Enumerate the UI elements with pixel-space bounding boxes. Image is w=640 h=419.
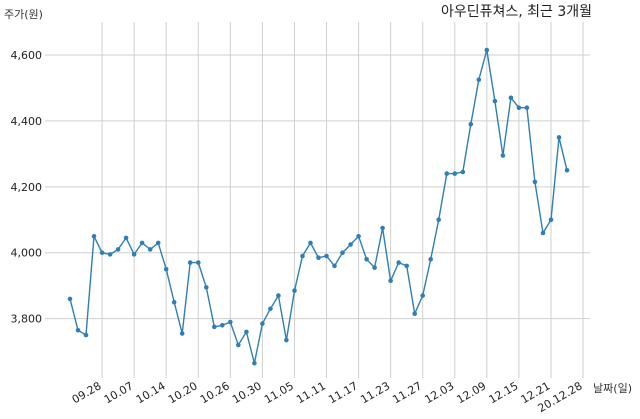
data-point (115, 247, 121, 252)
data-point (524, 105, 530, 110)
data-point (123, 235, 129, 241)
data-point (364, 257, 369, 262)
x-tick-label: 10.26 (198, 379, 232, 406)
data-point (484, 47, 490, 53)
grid (45, 22, 590, 378)
data-point (131, 252, 137, 257)
data-point (460, 169, 466, 175)
data-point (556, 135, 562, 140)
data-point (196, 260, 201, 265)
data-point (316, 255, 321, 260)
x-tick-label: 10.14 (134, 379, 168, 406)
data-point (436, 217, 442, 223)
data-point (564, 168, 570, 173)
data-point (468, 121, 474, 127)
price-points (67, 47, 570, 366)
data-point (548, 217, 554, 223)
data-point (107, 252, 113, 257)
data-point (404, 263, 410, 269)
x-tick-label: 12.15 (487, 379, 521, 406)
data-point (516, 105, 522, 110)
x-tick-label: 10.07 (102, 379, 136, 406)
y-tick-label: 4,000 (11, 247, 43, 260)
x-axis: 09.2810.0710.1410.2010.2610.3011.0511.11… (70, 379, 585, 415)
data-point (372, 265, 377, 270)
data-point (91, 234, 97, 239)
data-point (228, 319, 233, 325)
data-point (420, 293, 426, 298)
data-point (308, 240, 313, 246)
data-point (252, 360, 257, 366)
data-point (492, 98, 498, 104)
data-point (204, 285, 209, 290)
data-point (75, 327, 81, 333)
data-point (179, 331, 185, 336)
x-tick-label: 10.20 (166, 379, 200, 406)
data-point (244, 329, 249, 335)
data-point (284, 337, 289, 343)
data-point (452, 171, 458, 176)
y-tick-label: 4,200 (11, 181, 43, 194)
y-tick-label: 4,400 (11, 115, 43, 128)
data-point (444, 171, 450, 176)
x-tick-label: 12.03 (422, 379, 456, 406)
data-point (396, 260, 402, 265)
x-tick-label: 11.23 (358, 379, 392, 406)
x-tick-label: 11.05 (262, 379, 296, 406)
data-point (163, 266, 169, 272)
data-point (532, 179, 538, 185)
data-point (412, 311, 418, 317)
x-tick-label: 11.11 (294, 379, 328, 406)
data-point (292, 288, 297, 293)
data-point (300, 253, 305, 259)
x-tick-label: 11.17 (326, 379, 360, 406)
data-point (276, 293, 281, 298)
data-point (171, 299, 177, 305)
chart-title: 아우딘퓨쳐스, 최근 3개월 (441, 4, 592, 20)
data-point (388, 278, 393, 284)
data-point (220, 323, 225, 328)
price-line (69, 49, 568, 364)
data-point (236, 342, 241, 348)
x-tick-label: 10.30 (230, 379, 264, 406)
data-point (428, 257, 434, 262)
data-point (348, 242, 353, 247)
data-point (147, 247, 153, 252)
data-point (476, 77, 482, 82)
data-point (508, 95, 514, 101)
x-tick-label: 09.28 (70, 379, 104, 406)
data-point (332, 263, 337, 269)
data-point (83, 332, 89, 338)
data-point (324, 253, 329, 259)
data-point (540, 230, 546, 236)
data-point (212, 324, 217, 330)
data-point (155, 240, 161, 246)
y-tick-label: 3,800 (11, 313, 43, 326)
data-point (268, 306, 273, 312)
data-point (67, 296, 73, 302)
y-axis-title: 주가(원) (4, 8, 43, 21)
y-axis: 3,800 4,000 4,200 4,400 4,600 (11, 49, 43, 326)
data-point (356, 234, 361, 239)
data-point (99, 250, 105, 255)
y-tick-label: 4,600 (11, 49, 43, 62)
x-tick-label: 12.09 (455, 379, 489, 406)
data-point (187, 260, 193, 265)
data-point (260, 321, 265, 326)
data-point (139, 240, 145, 246)
x-tick-label: 11.27 (390, 379, 424, 406)
data-point (500, 153, 506, 158)
x-axis-title: 날짜(일) (593, 381, 632, 395)
data-point (380, 225, 385, 231)
data-point (340, 250, 345, 255)
